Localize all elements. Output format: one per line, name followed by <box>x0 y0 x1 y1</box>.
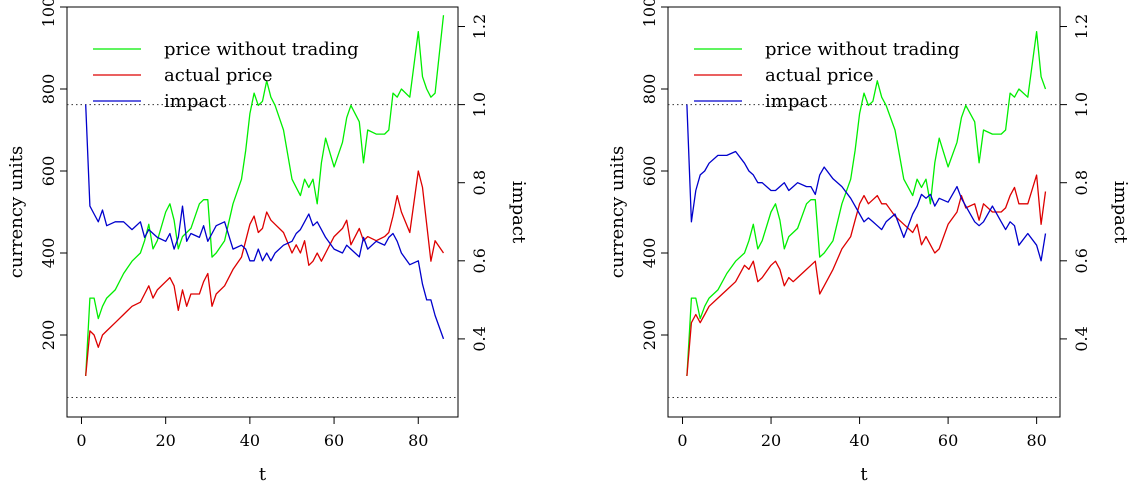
y-axis-left: 200 400 600 800 1000 currency units <box>6 0 67 350</box>
series-line-actual-price <box>686 174 1047 377</box>
x-axis-title: t <box>860 464 868 485</box>
y-tick-label: 800 <box>39 74 58 105</box>
y2-tick-label: 0.6 <box>1072 248 1091 273</box>
y-tick-label: 200 <box>39 320 58 351</box>
x-axis-title: t <box>259 464 267 485</box>
y2-tick-label: 1.2 <box>1072 14 1091 39</box>
legend-label: impact <box>164 91 227 112</box>
y-tick-label: 400 <box>39 238 58 269</box>
legend-label: actual price <box>765 65 873 86</box>
y-tick-label: 800 <box>640 74 659 105</box>
legend-label: price without trading <box>765 39 960 60</box>
y2-tick-label: 0.8 <box>1072 170 1091 195</box>
x-tick-label: 40 <box>849 431 869 450</box>
x-tick-label: 60 <box>938 431 958 450</box>
legend-label: impact <box>765 91 828 112</box>
y2-tick-label: 0.4 <box>470 326 489 351</box>
series-line-impact <box>686 104 1047 262</box>
x-tick-label: 20 <box>155 431 175 450</box>
y-axis-right: 0.4 0.6 0.8 1.0 1.2 impact <box>1060 14 1131 352</box>
x-tick-label: 0 <box>677 431 687 450</box>
series-group <box>686 30 1047 377</box>
series-line-price-without-trading <box>85 15 445 377</box>
x-axis: 0 20 40 60 80 t <box>76 417 428 485</box>
y2-axis-title: impact <box>508 181 529 244</box>
x-tick-label: 20 <box>761 431 781 450</box>
series-line-price-without-trading <box>686 30 1047 377</box>
chart-panel-1: 0 20 40 60 80 t 200 400 600 800 1000 currency units… <box>6 0 529 485</box>
y-tick-label: 400 <box>640 238 659 269</box>
plot-frame <box>66 6 459 418</box>
x-tick-label: 40 <box>240 431 260 450</box>
y-tick-label: 1000 <box>39 0 58 27</box>
chart-panel-2: 0 20 40 60 80 t 200 400 600 800 1000 currency units… <box>607 0 1131 485</box>
y-tick-label: 200 <box>640 320 659 351</box>
series-group <box>85 15 445 377</box>
y2-tick-label: 1.0 <box>1072 92 1091 117</box>
y-tick-label: 600 <box>640 156 659 187</box>
series-line-impact <box>85 104 445 340</box>
x-tick-label: 60 <box>324 431 344 450</box>
y-tick-label: 600 <box>39 156 58 187</box>
y-axis-title: currency units <box>6 146 27 279</box>
legend-label: price without trading <box>164 39 359 60</box>
legend-label: actual price <box>164 65 272 86</box>
series-line-actual-price <box>85 170 445 377</box>
y-axis-right: 0.4 0.6 0.8 1.0 1.2 impact <box>458 14 529 352</box>
x-tick-label: 0 <box>76 431 86 450</box>
y2-tick-label: 1.0 <box>470 92 489 117</box>
x-tick-label: 80 <box>1026 431 1046 450</box>
legend: price without trading actual price impact <box>694 39 960 112</box>
y2-tick-label: 0.4 <box>1072 326 1091 351</box>
y-axis-title: currency units <box>607 146 628 279</box>
x-axis: 0 20 40 60 80 t <box>677 417 1047 485</box>
legend: price without trading actual price impact <box>93 39 359 112</box>
y-axis-left: 200 400 600 800 1000 currency units <box>607 0 668 350</box>
y2-tick-label: 0.6 <box>470 248 489 273</box>
x-tick-label: 80 <box>408 431 428 450</box>
plot-frame <box>667 6 1061 418</box>
y2-tick-label: 1.2 <box>470 14 489 39</box>
y2-axis-title: impact <box>1110 181 1131 244</box>
y2-tick-label: 0.8 <box>470 170 489 195</box>
y-tick-label: 1000 <box>640 0 659 27</box>
